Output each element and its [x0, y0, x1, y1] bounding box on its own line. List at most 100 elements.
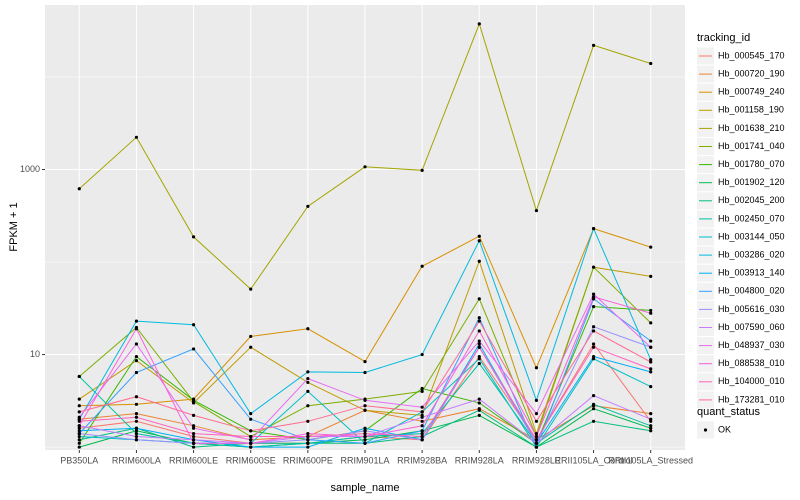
data-point: [249, 438, 253, 442]
legend-label: Hb_088538_010: [718, 358, 785, 368]
legend-label: Hb_001902_120: [718, 177, 785, 187]
data-point: [591, 292, 596, 296]
data-point: [363, 438, 367, 442]
data-point: [134, 135, 139, 139]
legend-label: Hb_002045_200: [718, 195, 785, 205]
data-point: [477, 345, 481, 349]
legend-label: Hb_005616_030: [718, 304, 785, 314]
data-point: [191, 434, 196, 439]
data-point: [77, 419, 81, 423]
x-tick-label: RRIM600PE: [283, 455, 333, 465]
x-tick-label: RRIM600SE: [226, 455, 276, 465]
data-point: [477, 22, 481, 26]
data-point: [306, 370, 310, 374]
data-point: [534, 208, 539, 213]
data-point: [534, 398, 539, 402]
data-point: [477, 316, 481, 320]
data-point: [649, 429, 653, 433]
data-point: [306, 434, 310, 439]
data-point: [420, 168, 424, 172]
data-point: [77, 187, 81, 191]
data-point: [420, 429, 424, 433]
data-point: [77, 404, 81, 408]
data-point: [134, 402, 139, 406]
data-point: [249, 334, 253, 339]
data-point: [591, 355, 596, 359]
data-point: [134, 327, 139, 331]
data-point: [363, 408, 367, 412]
data-point: [591, 325, 596, 329]
data-point: [420, 389, 424, 393]
legend-label: Hb_001158_190: [718, 105, 784, 115]
data-point: [134, 434, 139, 439]
data-point: [77, 415, 81, 419]
data-point: [591, 419, 596, 423]
legend-label: Hb_048937_030: [718, 340, 785, 350]
data-point: [77, 445, 81, 449]
data-point: [649, 308, 653, 313]
data-point: [191, 441, 196, 445]
data-point: [477, 413, 481, 418]
data-point: [420, 410, 424, 414]
x-axis-label: sample_name: [330, 482, 399, 494]
data-point: [591, 394, 596, 398]
legend-label: Hb_004800_020: [718, 286, 785, 296]
data-point: [649, 339, 653, 343]
data-point: [191, 347, 196, 351]
data-point: [591, 295, 596, 299]
data-point: [649, 61, 653, 66]
data-point: [191, 413, 196, 418]
data-point: [134, 429, 139, 433]
legend-label: Hb_007590_060: [718, 322, 785, 332]
data-point: [420, 438, 424, 442]
data-point: [591, 43, 596, 47]
data-point: [363, 398, 367, 402]
data-point: [649, 417, 653, 421]
data-point: [134, 395, 139, 399]
data-point: [134, 359, 139, 363]
data-point: [306, 441, 310, 445]
data-point: [591, 226, 596, 231]
data-point: [249, 441, 253, 445]
data-point: [249, 287, 253, 291]
data-point: [649, 426, 653, 430]
data-point: [191, 431, 196, 436]
legend-label: Hb_002450_070: [718, 213, 785, 223]
x-tick-label: RRIM600LE: [169, 455, 218, 465]
data-point: [649, 370, 653, 374]
data-point: [363, 434, 367, 439]
x-tick-label: RRIM928BA: [397, 455, 447, 465]
data-point: [420, 386, 424, 391]
data-point: [363, 429, 367, 433]
data-point: [134, 431, 139, 436]
data-point: [649, 367, 653, 371]
data-point: [477, 329, 481, 333]
data-point: [306, 327, 310, 331]
data-point: [306, 419, 310, 423]
data-point: [77, 441, 81, 445]
data-point: [477, 397, 481, 401]
data-point: [363, 431, 367, 436]
legend-label: Hb_001741_040: [718, 141, 785, 151]
data-point: [134, 355, 139, 359]
legend-label: Hb_001780_070: [718, 159, 785, 169]
data-point: [306, 376, 310, 381]
data-point: [191, 426, 196, 430]
data-point: [77, 429, 81, 433]
x-tick-label: RRII105LA_Stressed: [608, 455, 693, 465]
y-tick-label: 10: [30, 349, 40, 359]
data-point: [249, 412, 253, 416]
data-point: [306, 438, 310, 442]
data-point: [477, 361, 481, 366]
data-point: [420, 264, 424, 268]
data-point: [534, 434, 539, 439]
data-point: [134, 438, 139, 442]
legend-label: Hb_173281_010: [718, 394, 785, 404]
data-point: [306, 380, 310, 385]
data-point: [420, 405, 424, 409]
data-point: [591, 407, 596, 411]
data-point: [77, 410, 81, 414]
x-tick-label: RRII105LA_Control: [555, 455, 633, 465]
data-point: [477, 319, 481, 323]
